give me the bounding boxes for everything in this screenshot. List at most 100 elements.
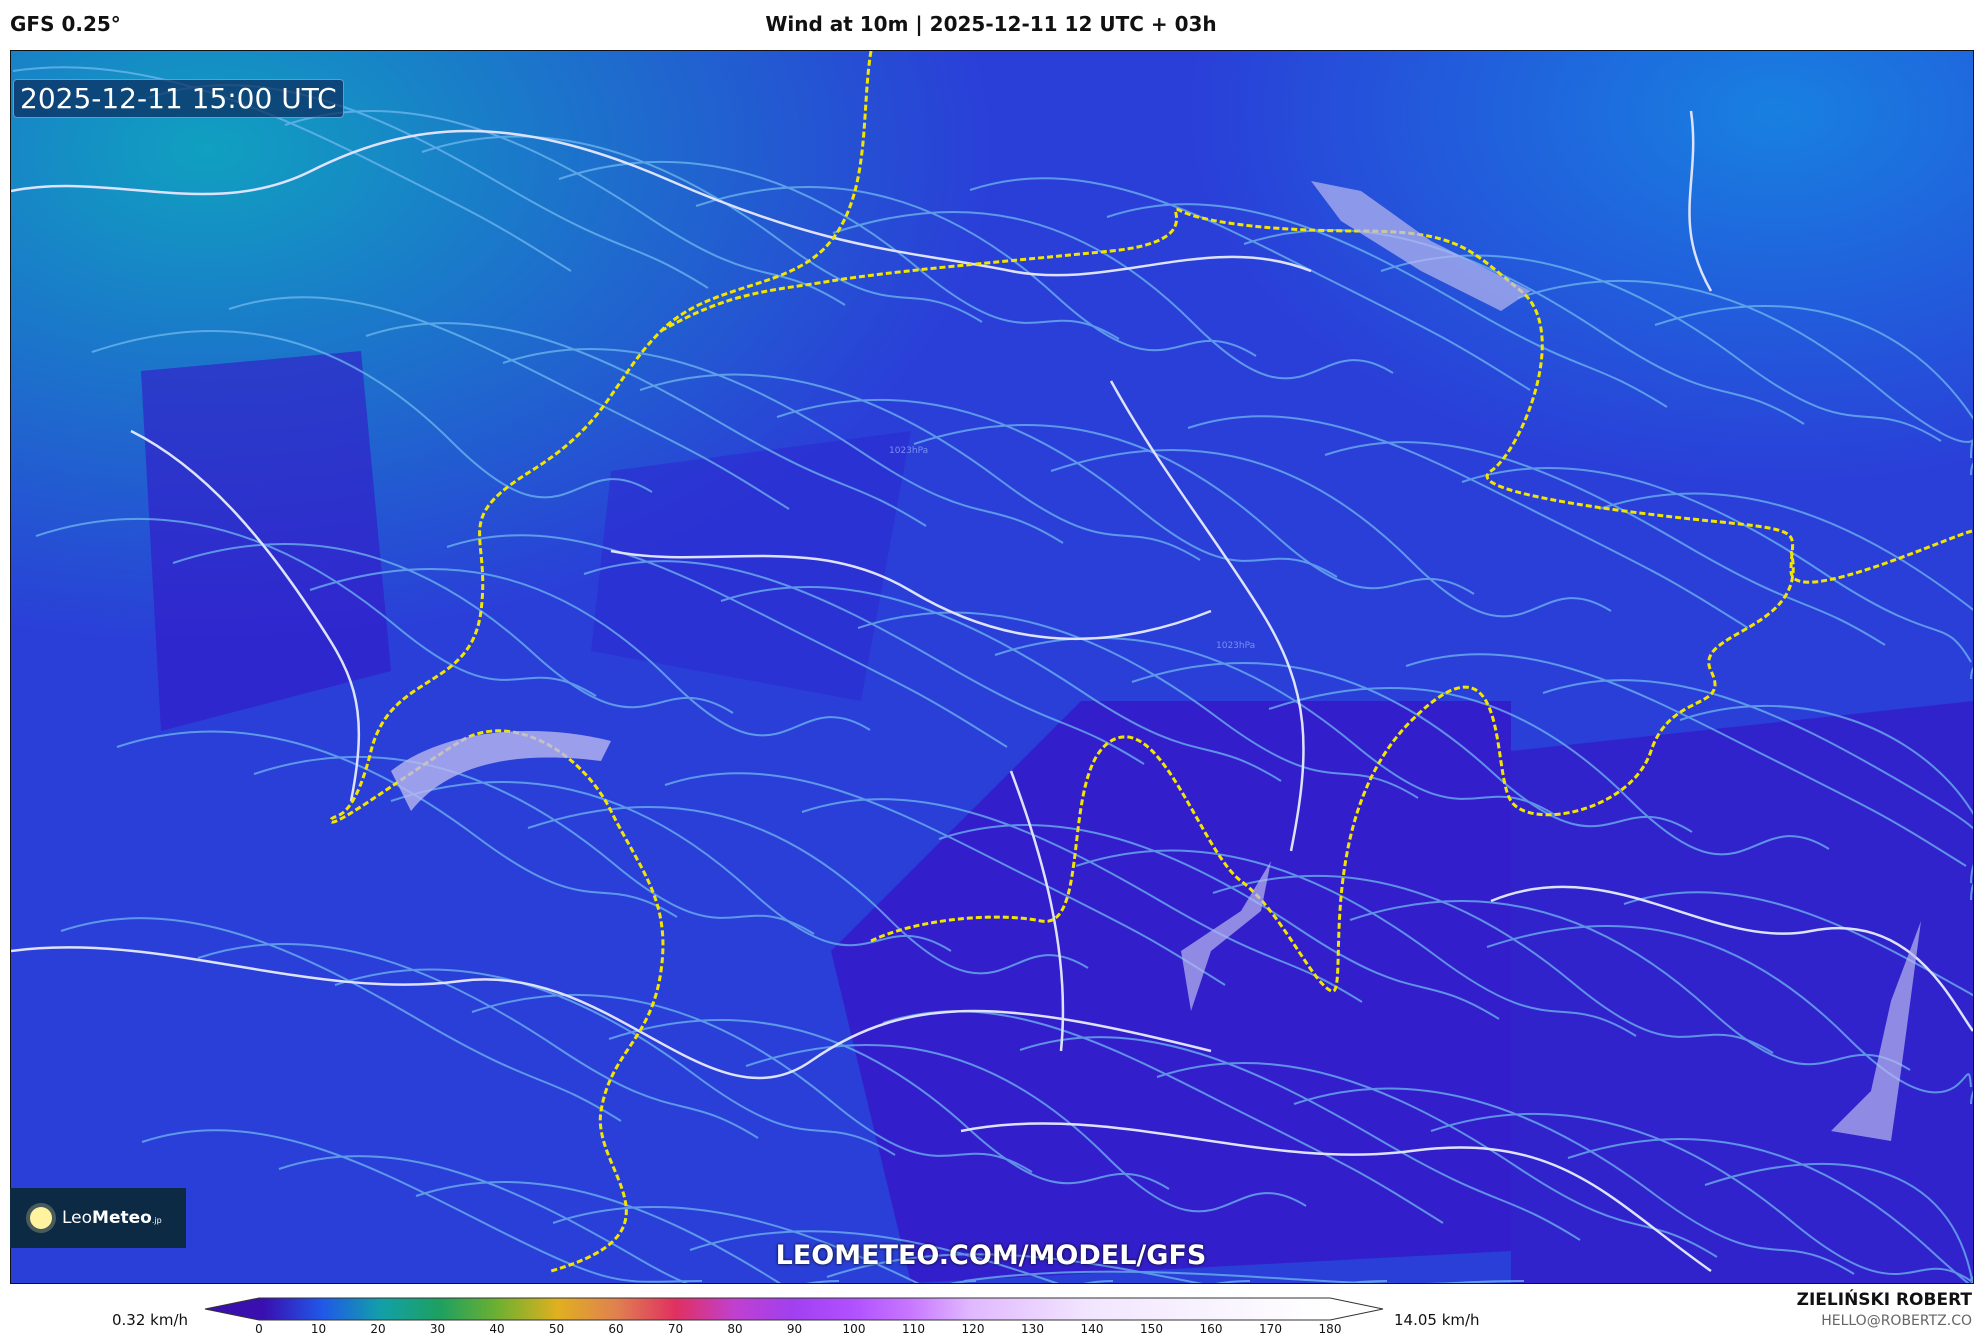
streamline xyxy=(1598,492,1973,680)
streamline xyxy=(938,823,1500,1020)
streamline xyxy=(60,917,622,1122)
isobar-label: 1023hPa xyxy=(1216,641,1255,651)
streamline xyxy=(527,805,1089,975)
streamline xyxy=(1187,415,1749,629)
colorbar-tick: 130 xyxy=(1021,1322,1044,1336)
leometeo-logo[interactable]: LeoMeteo.jp xyxy=(10,1188,186,1248)
streamline xyxy=(278,1155,840,1283)
streamline xyxy=(969,177,1531,391)
colorbar-tick: 10 xyxy=(310,1322,327,1336)
colorbar-tick: 100 xyxy=(842,1322,866,1336)
sun-icon xyxy=(30,1207,52,1229)
streamline xyxy=(253,755,815,935)
streamline xyxy=(334,968,896,1156)
streamline xyxy=(1405,653,1967,867)
national-border xyxy=(329,51,1973,1273)
streamline xyxy=(1623,891,1973,1105)
streamline xyxy=(1654,305,1973,476)
valid-time-label: 2025-12-11 15:00 UTC xyxy=(13,79,344,118)
streamline xyxy=(471,993,1033,1173)
colorbar-tick: 40 xyxy=(489,1322,505,1336)
model-label: GFS 0.25° xyxy=(10,12,121,36)
streamline xyxy=(309,567,871,737)
streamline xyxy=(390,781,952,952)
streamline xyxy=(116,730,678,918)
streamline xyxy=(284,109,846,306)
streamline xyxy=(228,296,790,510)
streamline xyxy=(882,1010,1444,1224)
logo-suffix: .jp xyxy=(151,1216,162,1225)
streamline xyxy=(141,1129,703,1283)
streamline xyxy=(963,1270,1525,1283)
colorbar-tick: 180 xyxy=(1318,1322,1342,1336)
map-canvas: 1023hPa 1023hPa xyxy=(11,51,1973,1283)
website-url[interactable]: LEOMETEO.COM/MODEL/GFS xyxy=(775,1240,1207,1271)
author-credit: ZIELIŃSKI ROBERT xyxy=(1796,1290,1972,1310)
wind-map[interactable]: 1023hPa 1023hPa 2025-12-11 15:00 UTC xyxy=(10,50,1974,1284)
streamline xyxy=(664,772,1226,986)
author-email[interactable]: HELLO@ROBERTZ.CO xyxy=(1821,1313,1972,1329)
streamline xyxy=(552,1205,1114,1283)
colorbar-tick: 160 xyxy=(1199,1322,1223,1336)
streamline xyxy=(1517,279,1973,459)
colorbar-min-label: 0.32 km/h xyxy=(112,1311,189,1329)
colorbar-tick: 20 xyxy=(370,1322,386,1336)
streamline xyxy=(1131,662,1693,833)
streamline xyxy=(720,585,1282,782)
colorbar-tick: 110 xyxy=(902,1322,925,1336)
streamline xyxy=(1461,466,1972,663)
streamline xyxy=(1075,849,1637,1037)
colorbar-tick: 50 xyxy=(548,1322,565,1336)
streamline xyxy=(826,1253,1388,1283)
colorbar-tick: 90 xyxy=(786,1322,803,1336)
streamline xyxy=(639,373,1201,561)
streamline xyxy=(801,798,1363,1003)
streamline xyxy=(1486,924,1972,1094)
colorbar-tick: 170 xyxy=(1259,1322,1282,1336)
streamline xyxy=(1293,1087,1855,1275)
streamline xyxy=(1567,1138,1973,1283)
colorbar-tick: 150 xyxy=(1140,1322,1163,1336)
colorbar-tick: 0 xyxy=(255,1322,263,1336)
isobar-label: 1023hPa xyxy=(889,446,928,456)
colorbar-max-label: 14.05 km/h xyxy=(1394,1311,1480,1329)
logo-text: Leo xyxy=(62,1208,93,1228)
streamline xyxy=(197,942,759,1139)
streamline xyxy=(583,560,1145,765)
streamline xyxy=(91,329,653,499)
streamline xyxy=(857,611,1419,799)
colorbar-tick: 60 xyxy=(608,1322,624,1336)
colorbar xyxy=(204,1297,1384,1321)
streamline xyxy=(35,517,597,697)
streamline xyxy=(776,398,1338,578)
streamline xyxy=(913,424,1475,595)
streamline xyxy=(1704,1162,1973,1283)
colorbar-tick: 120 xyxy=(961,1322,985,1336)
streamline xyxy=(446,534,1008,748)
streamline xyxy=(1050,448,1612,618)
streamline xyxy=(502,347,1064,544)
streamline xyxy=(1430,1112,1972,1282)
colorbar-tick: 70 xyxy=(667,1322,684,1336)
streamline xyxy=(695,186,1257,357)
streamline xyxy=(1349,900,1911,1071)
streamline xyxy=(1212,874,1774,1054)
streamline xyxy=(172,543,734,714)
streamline xyxy=(365,322,927,527)
streamline xyxy=(415,1180,977,1283)
colorbar-tick: 30 xyxy=(429,1322,446,1336)
colorbar-tick: 80 xyxy=(727,1322,743,1336)
streamline xyxy=(745,1043,1307,1213)
streamline xyxy=(1106,203,1668,408)
streamline xyxy=(1542,679,1973,884)
streamline xyxy=(1268,686,1830,856)
streamline xyxy=(832,210,1394,380)
streamline xyxy=(1019,1036,1581,1241)
streamline xyxy=(1380,254,1942,442)
streamline xyxy=(558,160,1120,340)
chart-title: Wind at 10m | 2025-12-11 12 UTC + 03h xyxy=(765,12,1217,36)
colorbar-tick: 140 xyxy=(1080,1322,1104,1336)
streamline xyxy=(1324,441,1886,646)
streamline xyxy=(1679,705,1973,901)
logo-text-bold: Meteo xyxy=(92,1208,152,1228)
